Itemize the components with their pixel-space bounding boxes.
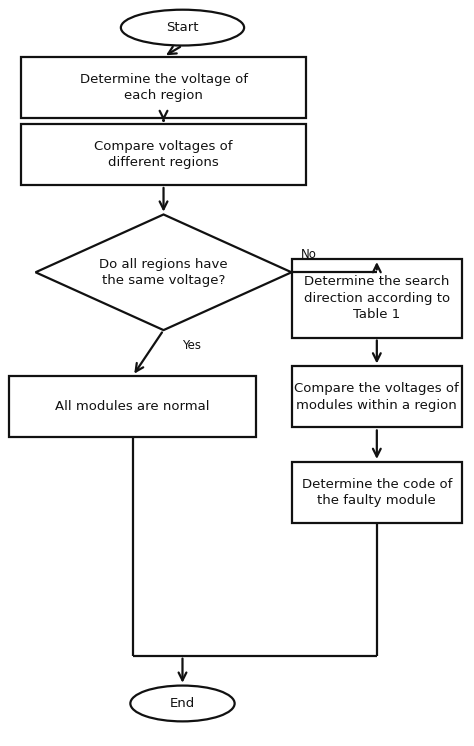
Text: Determine the voltage of
each region: Determine the voltage of each region	[80, 72, 247, 102]
Ellipse shape	[130, 686, 235, 721]
Ellipse shape	[121, 10, 244, 46]
FancyBboxPatch shape	[21, 124, 306, 185]
Text: No: No	[301, 248, 317, 261]
FancyBboxPatch shape	[292, 462, 462, 523]
Text: Determine the search
direction according to
Table 1: Determine the search direction according…	[304, 275, 450, 322]
FancyBboxPatch shape	[9, 376, 256, 437]
FancyBboxPatch shape	[292, 366, 462, 427]
Text: All modules are normal: All modules are normal	[55, 400, 210, 413]
Text: Compare the voltages of
modules within a region: Compare the voltages of modules within a…	[294, 382, 459, 412]
Text: End: End	[170, 697, 195, 710]
Text: Start: Start	[166, 21, 199, 34]
Text: Yes: Yes	[182, 339, 201, 352]
FancyBboxPatch shape	[21, 57, 306, 118]
FancyBboxPatch shape	[292, 260, 462, 337]
Text: Compare voltages of
different regions: Compare voltages of different regions	[94, 140, 233, 169]
Text: Do all regions have
the same voltage?: Do all regions have the same voltage?	[99, 257, 228, 287]
Text: Determine the code of
the faulty module: Determine the code of the faulty module	[301, 477, 452, 507]
Polygon shape	[36, 215, 292, 330]
